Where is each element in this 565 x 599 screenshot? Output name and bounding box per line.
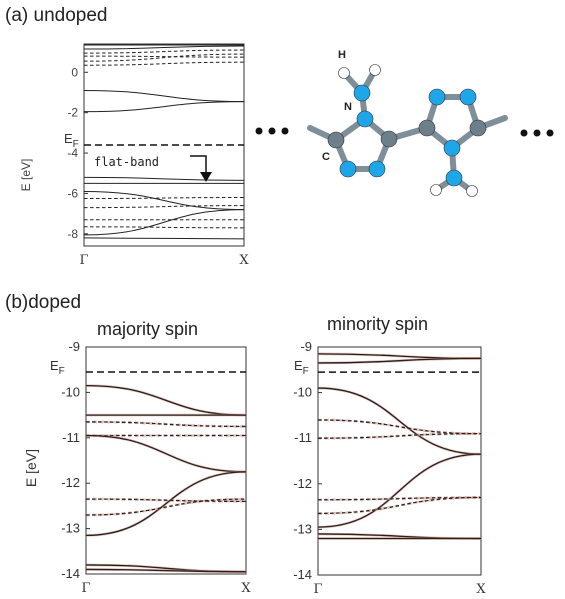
minority-y-tick-label: -13: [293, 521, 312, 536]
minority-fermi-label: EF: [294, 358, 309, 377]
undoped-band-line: [83, 190, 245, 211]
minority-spin-band-chart: -9 -10 -11 -12 -13 -14Γ X EF: [293, 339, 486, 597]
undoped-y-tick-label: -2: [67, 106, 78, 120]
minority-y-tick-label: -10: [293, 385, 312, 400]
undoped-x-tick-label: Γ: [79, 253, 88, 268]
majority-fermi-label: EF: [50, 358, 65, 377]
undoped-band-line: [83, 49, 245, 54]
majority-band-line: [85, 471, 247, 537]
flat-band-arrow-line: [190, 155, 207, 176]
minority-x-tick-label: Γ: [313, 582, 322, 597]
undoped-y-axis-title: E [eV]: [19, 159, 33, 192]
minority-x-tick-label: X: [476, 582, 486, 597]
flat-band-annotation: flat-band: [94, 155, 212, 182]
majority-band-line: [85, 421, 247, 428]
minority-plot-frame: [317, 346, 482, 576]
undoped-band-line: [83, 101, 245, 113]
majority-fermi-label-sub: F: [59, 366, 65, 377]
minority-fermi-label-sub: F: [303, 366, 309, 377]
majority-plot-frame: [85, 346, 247, 575]
minority-band-line: [317, 496, 482, 515]
majority-x-tick-label: X: [241, 581, 251, 596]
minority-y-tick-label: -14: [293, 567, 312, 582]
atom-label-h: H: [338, 49, 346, 61]
ellipsis-right: [520, 129, 554, 137]
undoped-band-chart: 0 -2 -4 -6 -8Γ X E [eV] EF: [19, 43, 249, 268]
majority-band-line: [85, 498, 247, 503]
majority-band-line: [85, 568, 247, 573]
undoped-band-line: [83, 55, 245, 58]
minority-band-line: [317, 453, 482, 528]
undoped-band-line: [83, 45, 245, 50]
undoped-band-line: [83, 237, 245, 240]
flat-band-arrowhead: [200, 172, 212, 182]
undoped-x-tick-label: X: [239, 253, 249, 268]
undoped-band-line: [83, 209, 245, 236]
majority-spin-title: majority spin: [97, 319, 198, 339]
undoped-band-line: [83, 53, 245, 62]
undoped-band-line: [83, 205, 245, 209]
undoped-band-line: [83, 197, 245, 200]
minority-fermi-label-main: E: [294, 358, 303, 373]
undoped-band-line: [83, 226, 245, 229]
undoped-band-line: [83, 89, 245, 103]
undoped-y-tick-label: -8: [67, 227, 78, 241]
majority-band-line: [85, 498, 247, 516]
majority-fermi-label-main: E: [50, 358, 59, 373]
majority-y-tick-label: -13: [61, 521, 80, 536]
majority-y-axis-title: E [eV]: [23, 449, 39, 487]
undoped-fermi-label-main: E: [64, 131, 73, 146]
majority-spin-band-chart: -9 -10 -11 -12 -13 -14Γ X E [eV] EF: [23, 339, 251, 596]
minority-band-line: [317, 419, 482, 435]
atom-label-c: C: [322, 151, 330, 163]
undoped-fermi-label-sub: F: [73, 139, 79, 150]
panel-a-label: (a) undoped: [5, 5, 107, 26]
minority-spin-title: minority spin: [327, 314, 428, 334]
undoped-fermi-label: EF: [64, 131, 79, 150]
majority-x-tick-label: Γ: [81, 581, 90, 596]
majority-y-tick-label: -9: [68, 339, 80, 354]
minority-y-tick-label: -9: [300, 339, 312, 354]
undoped-y-tick-label: -6: [67, 186, 78, 200]
minority-y-tick-label: -12: [293, 476, 312, 491]
undoped-band-line: [83, 61, 245, 66]
majority-y-tick-label: -12: [61, 475, 80, 490]
panel-b-label: (b)doped: [5, 292, 81, 313]
molecule-atoms: [327, 64, 487, 197]
bitriazole-molecule-structure: H N C: [307, 49, 508, 197]
minority-band-line: [317, 387, 482, 455]
ellipsis-left: [255, 127, 289, 135]
flat-band-label: flat-band: [94, 155, 159, 169]
minority-y-tick-label: -11: [294, 430, 312, 445]
undoped-band-line: [83, 176, 245, 181]
undoped-y-tick-label: -4: [67, 146, 78, 160]
majority-y-tick-label: -14: [61, 566, 80, 581]
minority-band-line: [317, 357, 482, 364]
undoped-y-tick-label: 0: [71, 65, 78, 79]
majority-band-line: [85, 384, 247, 416]
minority-band-line: [317, 432, 482, 439]
majority-y-tick-label: -10: [61, 384, 80, 399]
majority-y-tick-label: -11: [62, 430, 80, 445]
atom-label-n: N: [344, 101, 352, 113]
majority-band-line: [85, 434, 247, 473]
